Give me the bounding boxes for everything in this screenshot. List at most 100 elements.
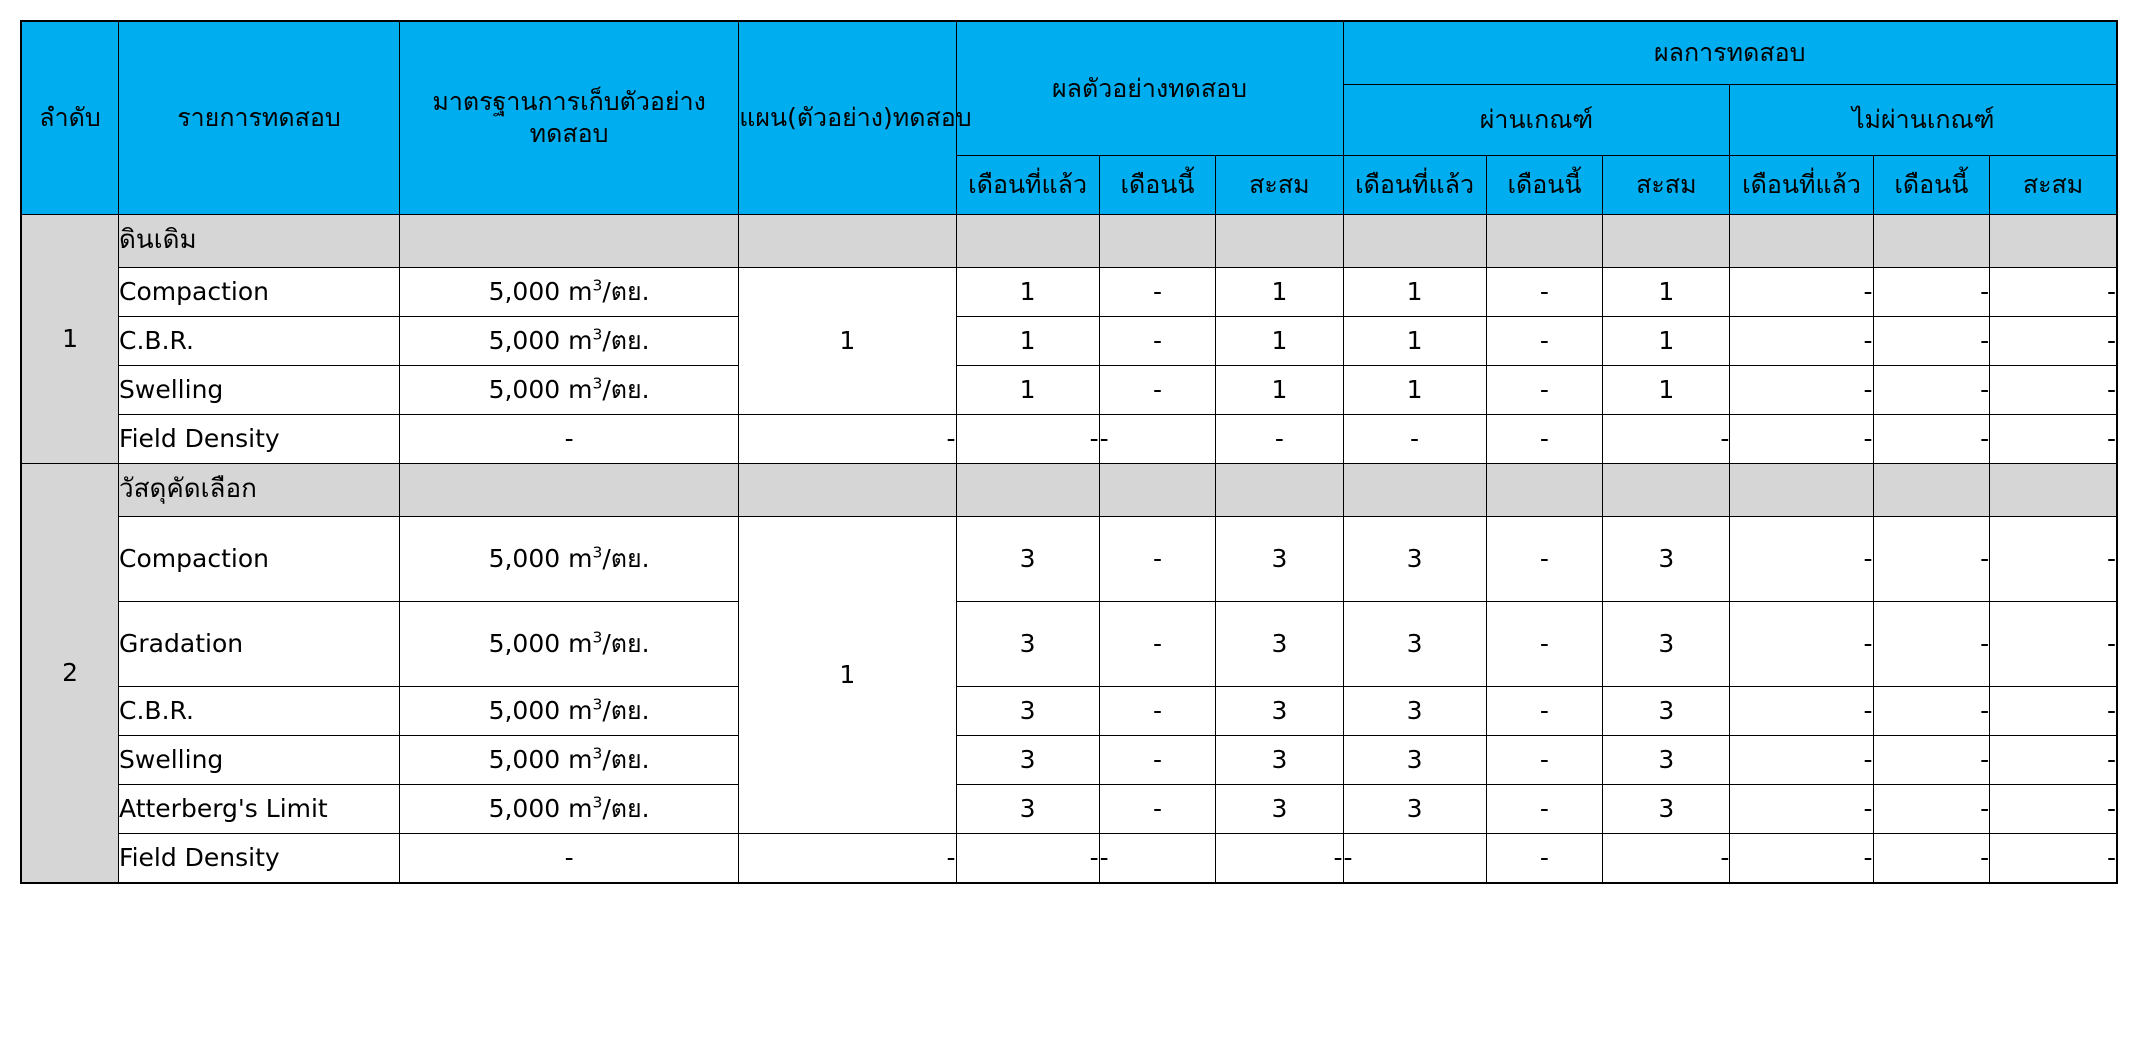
test-name: Swelling bbox=[118, 735, 400, 785]
table-header: ลำดับ รายการทดสอบ มาตรฐานการเก็บตัวอย่าง… bbox=[20, 20, 2118, 215]
group-sample-this-blank bbox=[1098, 463, 1217, 517]
header-pass-prev-month: เดือนที่แล้ว bbox=[1342, 155, 1487, 215]
group-fail-prev-blank bbox=[1729, 214, 1874, 268]
fail-accumulated: - bbox=[1989, 267, 2118, 317]
fail-this-month: - bbox=[1872, 735, 1991, 785]
group-sample-acc-blank bbox=[1215, 214, 1344, 268]
group-fail-prev-blank bbox=[1729, 463, 1874, 517]
group-sample-prev-blank bbox=[955, 214, 1100, 268]
fail-accumulated: - bbox=[1989, 833, 2118, 884]
sample-this-month: - bbox=[1098, 601, 1217, 687]
exponent: 3 bbox=[592, 325, 603, 344]
pass-accumulated: 1 bbox=[1602, 316, 1731, 366]
exponent: 3 bbox=[592, 628, 603, 647]
pass-accumulated: - bbox=[1602, 414, 1731, 464]
sample-this-month: - bbox=[1098, 784, 1217, 834]
sample-prev-month: 3 bbox=[955, 735, 1100, 785]
fail-accumulated: - bbox=[1989, 601, 2118, 687]
group-standard-blank bbox=[398, 463, 740, 517]
fail-prev-month: - bbox=[1729, 833, 1874, 884]
header-fail-prev-month: เดือนที่แล้ว bbox=[1729, 155, 1874, 215]
fail-prev-month: - bbox=[1729, 316, 1874, 366]
fail-prev-month: - bbox=[1729, 267, 1874, 317]
group-sequence-number: 2 bbox=[20, 463, 120, 884]
sample-this-month: - bbox=[1098, 267, 1217, 317]
group-pass-acc-blank bbox=[1602, 463, 1731, 517]
group-fail-acc-blank bbox=[1989, 214, 2118, 268]
fail-accumulated: - bbox=[1989, 735, 2118, 785]
group-plan-blank bbox=[738, 214, 957, 268]
test-summary-table: ลำดับ รายการทดสอบ มาตรฐานการเก็บตัวอย่าง… bbox=[20, 20, 2118, 884]
sampling-standard: 5,000 m3/ตย. bbox=[398, 784, 740, 834]
header-sub-pass: ผ่านเกณฑ์ bbox=[1342, 84, 1731, 156]
fail-accumulated: - bbox=[1989, 365, 2118, 415]
header-test-item: รายการทดสอบ bbox=[118, 20, 400, 215]
group-title: วัสดุคัดเลือก bbox=[118, 463, 400, 517]
sampling-standard: 5,000 m3/ตย. bbox=[398, 365, 740, 415]
test-name: Compaction bbox=[118, 516, 400, 602]
sample-this-month: - bbox=[1098, 316, 1217, 366]
pass-accumulated: 1 bbox=[1602, 267, 1731, 317]
sample-accumulated: 1 bbox=[1215, 365, 1344, 415]
header-pass-this-month: เดือนนี้ bbox=[1485, 155, 1604, 215]
group-pass-prev-blank bbox=[1342, 214, 1487, 268]
table-body: 1 ดินเดิม Compaction 5,000 m3/ตย. 1 1 bbox=[20, 214, 2118, 884]
fail-accumulated: - bbox=[1989, 414, 2118, 464]
fail-prev-month: - bbox=[1729, 414, 1874, 464]
fail-prev-month: - bbox=[1729, 735, 1874, 785]
sample-prev-month: - bbox=[955, 414, 1100, 464]
pass-accumulated: 3 bbox=[1602, 784, 1731, 834]
sampling-standard: 5,000 m3/ตย. bbox=[398, 601, 740, 687]
group-pass-this-blank bbox=[1485, 214, 1604, 268]
header-fail-accumulated: สะสม bbox=[1989, 155, 2118, 215]
sampling-standard: 5,000 m3/ตย. bbox=[398, 735, 740, 785]
fail-this-month: - bbox=[1872, 686, 1991, 736]
pass-this-month: - bbox=[1485, 784, 1604, 834]
pass-accumulated: 3 bbox=[1602, 686, 1731, 736]
sample-this-month: - bbox=[1098, 414, 1217, 464]
table-row: Swelling 5,000 m3/ตย. 3 - 3 3 - 3 - - - bbox=[21, 735, 2118, 785]
sample-prev-month: 3 bbox=[955, 686, 1100, 736]
pass-this-month: - bbox=[1485, 601, 1604, 687]
exponent: 3 bbox=[592, 276, 603, 295]
fail-prev-month: - bbox=[1729, 601, 1874, 687]
pass-this-month: - bbox=[1485, 414, 1604, 464]
pass-prev-month: - bbox=[1342, 833, 1487, 884]
sampling-standard: 5,000 m3/ตย. bbox=[398, 516, 740, 602]
sample-accumulated: 3 bbox=[1215, 735, 1344, 785]
header-sample-accumulated: สะสม bbox=[1215, 155, 1344, 215]
table-row: Field Density - - - - - - - - - - - bbox=[21, 414, 2118, 464]
sample-accumulated: - bbox=[1215, 414, 1344, 464]
pass-prev-month: 3 bbox=[1342, 601, 1487, 687]
pass-prev-month: 1 bbox=[1342, 316, 1487, 366]
fail-this-month: - bbox=[1872, 784, 1991, 834]
exponent: 3 bbox=[592, 374, 603, 393]
pass-this-month: - bbox=[1485, 516, 1604, 602]
group-sample-this-blank bbox=[1098, 214, 1217, 268]
pass-this-month: - bbox=[1485, 833, 1604, 884]
header-group-test-result: ผลการทดสอบ bbox=[1342, 20, 2118, 85]
sampling-standard: 5,000 m3/ตย. bbox=[398, 686, 740, 736]
fail-accumulated: - bbox=[1989, 316, 2118, 366]
sample-prev-month: 1 bbox=[955, 267, 1100, 317]
table-row: Swelling 5,000 m3/ตย. 1 - 1 1 - 1 - - - bbox=[21, 365, 2118, 415]
sample-accumulated: 3 bbox=[1215, 784, 1344, 834]
header-pass-accumulated: สะสม bbox=[1602, 155, 1731, 215]
sample-accumulated: 3 bbox=[1215, 686, 1344, 736]
header-group-sample-result: ผลตัวอย่างทดสอบ bbox=[955, 20, 1344, 156]
plan-samples: - bbox=[738, 833, 957, 884]
pass-this-month: - bbox=[1485, 316, 1604, 366]
pass-prev-month: 3 bbox=[1342, 516, 1487, 602]
table-row: C.B.R. 5,000 m3/ตย. 3 - 3 3 - 3 - - - bbox=[21, 686, 2118, 736]
sampling-standard: - bbox=[398, 833, 740, 884]
group-pass-acc-blank bbox=[1602, 214, 1731, 268]
fail-this-month: - bbox=[1872, 601, 1991, 687]
group-header-row: 1 ดินเดิม bbox=[20, 214, 2118, 464]
fail-prev-month: - bbox=[1729, 686, 1874, 736]
sample-accumulated: 3 bbox=[1215, 601, 1344, 687]
pass-prev-month: 1 bbox=[1342, 267, 1487, 317]
header-sample-prev-month: เดือนที่แล้ว bbox=[955, 155, 1100, 215]
pass-this-month: - bbox=[1485, 686, 1604, 736]
pass-accumulated: - bbox=[1602, 833, 1731, 884]
table-row: C.B.R. 5,000 m3/ตย. 1 - 1 1 - 1 - - - bbox=[21, 316, 2118, 366]
